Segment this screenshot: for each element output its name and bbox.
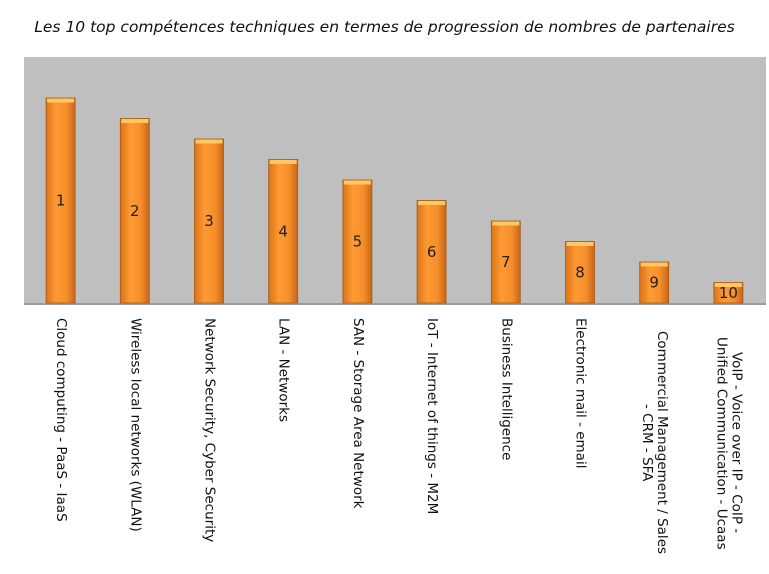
x-tick-label: LAN - Networks xyxy=(275,318,292,423)
bar xyxy=(713,282,744,304)
x-tick-label: Network Security, Cyber Security xyxy=(201,318,218,543)
x-tick-label: Wireless local networks (WLAN) xyxy=(127,318,144,532)
bar xyxy=(268,159,299,304)
data-label: 9 xyxy=(649,274,659,292)
bar-highlight xyxy=(343,180,371,185)
bar-highlight xyxy=(47,98,75,103)
bar xyxy=(119,118,150,304)
data-label: 2 xyxy=(130,202,140,220)
x-tick-label: Business Intelligence xyxy=(498,318,515,461)
data-label: 8 xyxy=(575,263,585,281)
bar xyxy=(639,261,670,304)
bar-highlight xyxy=(714,283,742,287)
x-tick-label: IoT - Internet of things - M2M xyxy=(424,318,441,515)
data-label: 1 xyxy=(56,192,66,210)
data-label: 4 xyxy=(278,222,288,240)
data-label: 10 xyxy=(719,284,738,302)
x-tick-label: Commercial Management / Sales - CRM - SF… xyxy=(639,331,671,555)
bar xyxy=(565,241,595,304)
x-tick-label: SAN - Storage Area Network xyxy=(349,318,366,509)
x-tick-label: Electronic mail - email xyxy=(572,318,589,469)
x-tick-label: Cloud computing - PaaS - IaaS xyxy=(53,318,70,522)
data-label: 7 xyxy=(501,253,511,271)
chart-title: Les 10 top compétences techniques en ter… xyxy=(34,18,735,36)
bar xyxy=(490,220,521,304)
data-label: 3 xyxy=(204,212,214,230)
bar-highlight xyxy=(121,119,149,123)
bar xyxy=(416,200,447,304)
bar xyxy=(194,138,224,304)
bar-highlight xyxy=(566,242,594,246)
bar-highlight xyxy=(269,160,297,164)
bar-highlight xyxy=(195,139,223,144)
data-label: 6 xyxy=(427,243,437,261)
x-tick-label: VoIP - Voice over IP - CoIP - Unified Co… xyxy=(713,336,745,550)
bar-highlight xyxy=(418,201,446,205)
bar-highlight xyxy=(640,262,668,267)
bar xyxy=(45,97,76,304)
bar xyxy=(342,179,373,304)
data-label: 5 xyxy=(353,233,363,251)
bar-highlight xyxy=(492,221,520,226)
